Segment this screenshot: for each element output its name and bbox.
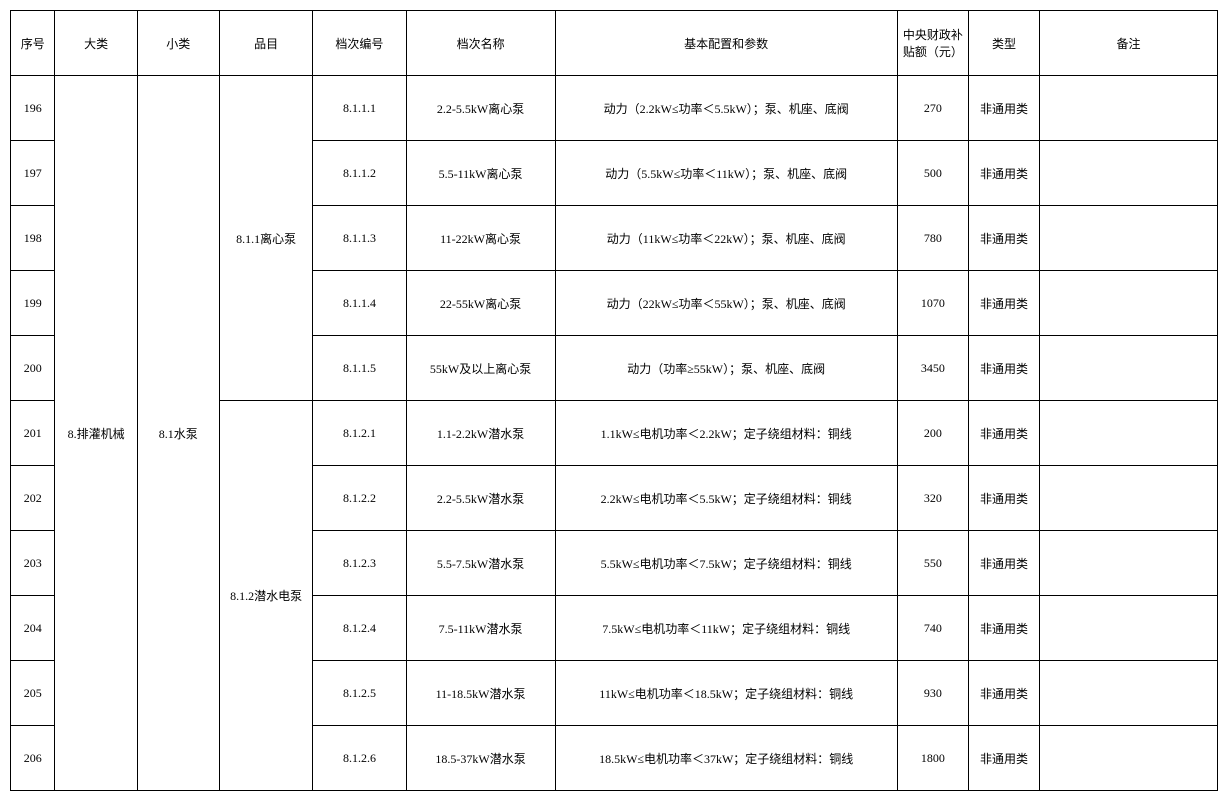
cell-type: 非通用类 (968, 141, 1039, 206)
cell-seq: 200 (11, 336, 55, 401)
cell-code: 8.1.2.6 (313, 726, 406, 791)
cell-spec: 1.1kW≤电机功率＜2.2kW；定子绕组材料：铜线 (555, 401, 897, 466)
cell-seq: 196 (11, 76, 55, 141)
cell-note (1040, 271, 1218, 336)
cell-spec: 动力（22kW≤功率＜55kW）；泵、机座、底阀 (555, 271, 897, 336)
cell-seq: 204 (11, 596, 55, 661)
header-cat2: 小类 (137, 11, 219, 76)
cell-spec: 18.5kW≤电机功率＜37kW；定子绕组材料：铜线 (555, 726, 897, 791)
subsidy-table: 序号大类小类品目档次编号档次名称基本配置和参数中央财政补贴额（元）类型备注 19… (10, 10, 1218, 791)
cell-code: 8.1.1.1 (313, 76, 406, 141)
header-cat1: 大类 (55, 11, 137, 76)
cell-code: 8.1.2.1 (313, 401, 406, 466)
cell-sub: 200 (897, 401, 968, 466)
cell-sub: 740 (897, 596, 968, 661)
cell-cat3: 8.1.1离心泵 (219, 76, 312, 401)
cell-code: 8.1.1.3 (313, 206, 406, 271)
cell-type: 非通用类 (968, 466, 1039, 531)
cell-type: 非通用类 (968, 336, 1039, 401)
cell-note (1040, 76, 1218, 141)
cell-sub: 1800 (897, 726, 968, 791)
cell-spec: 动力（功率≥55kW）；泵、机座、底阀 (555, 336, 897, 401)
cell-sub: 930 (897, 661, 968, 726)
cell-note (1040, 401, 1218, 466)
cell-note (1040, 336, 1218, 401)
cell-name: 2.2-5.5kW潜水泵 (406, 466, 555, 531)
cell-name: 5.5-7.5kW潜水泵 (406, 531, 555, 596)
cell-name: 11-22kW离心泵 (406, 206, 555, 271)
table-header-row: 序号大类小类品目档次编号档次名称基本配置和参数中央财政补贴额（元）类型备注 (11, 11, 1218, 76)
header-sub: 中央财政补贴额（元） (897, 11, 968, 76)
cell-code: 8.1.1.4 (313, 271, 406, 336)
cell-spec: 2.2kW≤电机功率＜5.5kW；定子绕组材料：铜线 (555, 466, 897, 531)
cell-name: 1.1-2.2kW潜水泵 (406, 401, 555, 466)
header-seq: 序号 (11, 11, 55, 76)
cell-type: 非通用类 (968, 596, 1039, 661)
cell-note (1040, 466, 1218, 531)
cell-note (1040, 206, 1218, 271)
cell-seq: 202 (11, 466, 55, 531)
header-name: 档次名称 (406, 11, 555, 76)
cell-spec: 动力（5.5kW≤功率＜11kW）；泵、机座、底阀 (555, 141, 897, 206)
cell-name: 11-18.5kW潜水泵 (406, 661, 555, 726)
cell-code: 8.1.2.4 (313, 596, 406, 661)
cell-sub: 320 (897, 466, 968, 531)
cell-cat1: 8.排灌机械 (55, 76, 137, 791)
cell-code: 8.1.2.5 (313, 661, 406, 726)
cell-cat2: 8.1水泵 (137, 76, 219, 791)
cell-seq: 197 (11, 141, 55, 206)
cell-note (1040, 531, 1218, 596)
cell-type: 非通用类 (968, 271, 1039, 336)
cell-code: 8.1.1.5 (313, 336, 406, 401)
header-type: 类型 (968, 11, 1039, 76)
cell-type: 非通用类 (968, 531, 1039, 596)
cell-type: 非通用类 (968, 726, 1039, 791)
table-row: 1968.排灌机械8.1水泵8.1.1离心泵8.1.1.12.2-5.5kW离心… (11, 76, 1218, 141)
cell-sub: 1070 (897, 271, 968, 336)
header-code: 档次编号 (313, 11, 406, 76)
cell-name: 18.5-37kW潜水泵 (406, 726, 555, 791)
cell-spec: 5.5kW≤电机功率＜7.5kW；定子绕组材料：铜线 (555, 531, 897, 596)
header-cat3: 品目 (219, 11, 312, 76)
cell-name: 55kW及以上离心泵 (406, 336, 555, 401)
cell-seq: 205 (11, 661, 55, 726)
cell-note (1040, 661, 1218, 726)
cell-seq: 198 (11, 206, 55, 271)
header-note: 备注 (1040, 11, 1218, 76)
cell-spec: 11kW≤电机功率＜18.5kW；定子绕组材料：铜线 (555, 661, 897, 726)
cell-sub: 500 (897, 141, 968, 206)
cell-seq: 199 (11, 271, 55, 336)
cell-code: 8.1.2.2 (313, 466, 406, 531)
cell-note (1040, 596, 1218, 661)
cell-sub: 3450 (897, 336, 968, 401)
cell-note (1040, 141, 1218, 206)
cell-type: 非通用类 (968, 401, 1039, 466)
cell-name: 7.5-11kW潜水泵 (406, 596, 555, 661)
cell-type: 非通用类 (968, 661, 1039, 726)
header-spec: 基本配置和参数 (555, 11, 897, 76)
cell-seq: 206 (11, 726, 55, 791)
cell-spec: 动力（11kW≤功率＜22kW）；泵、机座、底阀 (555, 206, 897, 271)
cell-seq: 203 (11, 531, 55, 596)
cell-spec: 7.5kW≤电机功率＜11kW；定子绕组材料：铜线 (555, 596, 897, 661)
cell-seq: 201 (11, 401, 55, 466)
cell-name: 2.2-5.5kW离心泵 (406, 76, 555, 141)
cell-note (1040, 726, 1218, 791)
cell-sub: 780 (897, 206, 968, 271)
cell-code: 8.1.2.3 (313, 531, 406, 596)
cell-sub: 550 (897, 531, 968, 596)
cell-cat3: 8.1.2潜水电泵 (219, 401, 312, 791)
cell-spec: 动力（2.2kW≤功率＜5.5kW）；泵、机座、底阀 (555, 76, 897, 141)
cell-name: 22-55kW离心泵 (406, 271, 555, 336)
cell-type: 非通用类 (968, 206, 1039, 271)
cell-type: 非通用类 (968, 76, 1039, 141)
cell-sub: 270 (897, 76, 968, 141)
cell-code: 8.1.1.2 (313, 141, 406, 206)
cell-name: 5.5-11kW离心泵 (406, 141, 555, 206)
